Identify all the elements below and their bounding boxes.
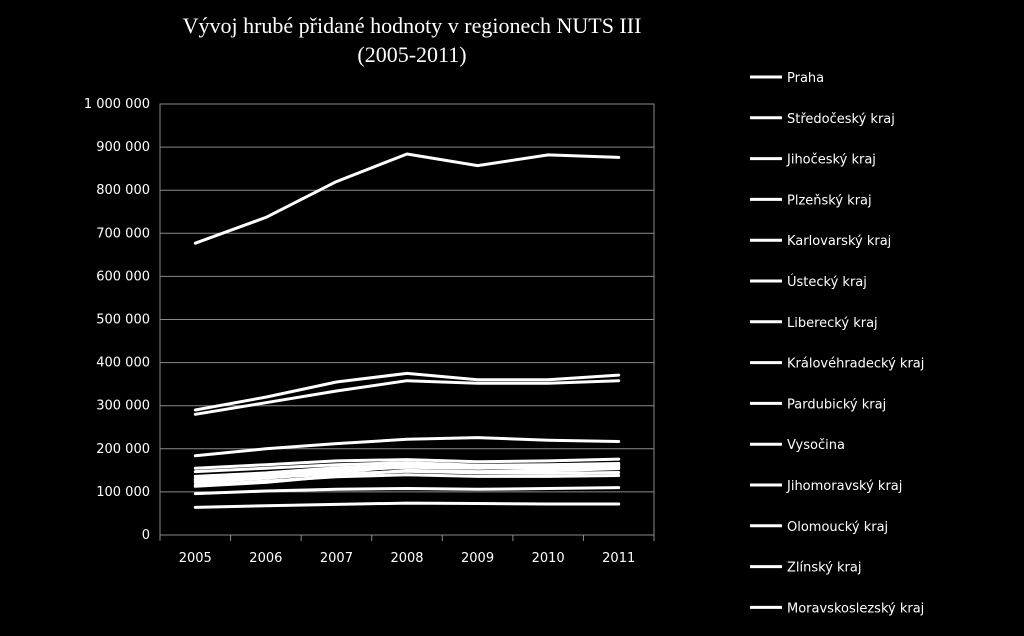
legend-entry: Pardubický kraj [787, 397, 886, 412]
series-line [193, 463, 621, 484]
series-line [193, 457, 621, 470]
y-tick-label: 300 000 [96, 399, 150, 414]
legend-entry: Karlovarský kraj [787, 234, 891, 249]
legend-entry: Vysočina [787, 438, 845, 453]
series-line [193, 461, 621, 474]
legend-entry: Moravskoslezský kraj [787, 601, 924, 616]
series-lines [193, 152, 621, 509]
gridlines [160, 103, 654, 493]
x-tick-label: 2009 [461, 551, 494, 566]
x-tick-label: 2006 [249, 551, 282, 566]
y-tick-label: 400 000 [96, 356, 150, 371]
series-line [193, 379, 621, 416]
legend-entry: Praha [787, 71, 824, 86]
x-tick-label: 2007 [320, 551, 353, 566]
y-tick-label: 100 000 [96, 485, 150, 500]
chart-title-line-2: (2005-2011) [357, 42, 466, 67]
y-tick-label: 0 [142, 528, 150, 543]
legend-entry: Jihomoravský kraj [786, 479, 902, 494]
legend: Praha Středočeský kraj Jihočeský kraj Plzeň… [750, 71, 924, 616]
legend-entry: Plzeňský kraj [787, 193, 872, 208]
legend-entry: Královéhradecký kraj [787, 357, 924, 372]
x-tick-label: 2011 [602, 551, 635, 566]
y-tick-label: 200 000 [96, 442, 150, 457]
y-tick-label: 600 000 [96, 269, 150, 284]
legend-entry: Středočeský kraj [787, 112, 895, 127]
legend-entry: Jihočeský kraj [786, 153, 876, 168]
x-tick-label: 2005 [179, 551, 212, 566]
legend-entry: Liberecký kraj [787, 316, 878, 331]
x-tick-label: 2008 [390, 551, 423, 566]
series-line [193, 436, 621, 458]
y-tick-label: 1 000 000 [84, 97, 150, 112]
legend-entry: Zlínský kraj [787, 561, 861, 576]
legend-entry: Olomoucký kraj [787, 520, 888, 535]
y-tick-label: 800 000 [96, 183, 150, 198]
legend-entry: Ústecký kraj [787, 274, 867, 290]
y-tick-label: 700 000 [96, 226, 150, 241]
x-tick-label: 2010 [532, 551, 565, 566]
y-tick-label: 500 000 [96, 313, 150, 328]
series-line [193, 152, 621, 245]
y-tick-label: 900 000 [96, 140, 150, 155]
series-line [193, 486, 621, 496]
y-axis: 0 100 000 200 000 300 000 400 000 500 000 600 … [84, 97, 150, 543]
x-axis: 2005 2006 2007 2008 2009 2010 2011 [159, 534, 655, 566]
series-line [193, 371, 621, 412]
series-line [193, 467, 621, 488]
chart-title: Vývoj hrubé přidané hodnoty v regionech … [183, 13, 642, 67]
series-line [193, 501, 621, 509]
chart-title-line-1: Vývoj hrubé přidané hodnoty v regionech … [183, 13, 642, 38]
